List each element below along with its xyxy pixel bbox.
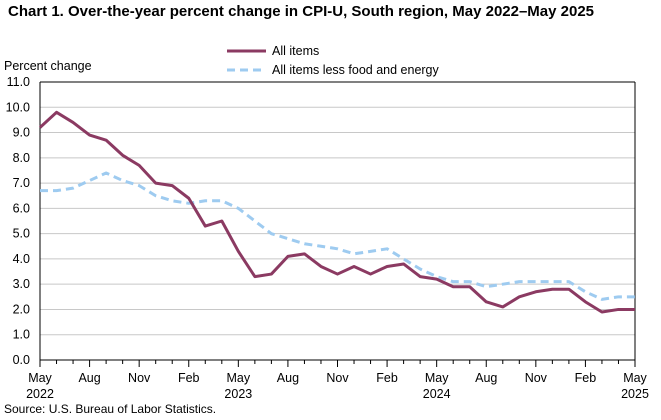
y-tick-label: 6.0: [13, 201, 30, 215]
y-tick-label: 10.0: [6, 100, 30, 114]
x-tick-label: Nov: [525, 371, 548, 385]
y-tick-label: 8.0: [13, 151, 30, 165]
chart-title: Chart 1. Over-the-year percent change in…: [8, 3, 595, 20]
y-tick-label: 4.0: [13, 252, 30, 266]
x-tick-label: Feb: [575, 371, 597, 385]
x-tick-label: May: [623, 371, 647, 385]
y-axis-ticks: 0.0 1.0 2.0 3.0 4.0 5.0 6.0 7.0 8.0 9.0 10.0 11.0: [6, 75, 30, 367]
gridlines: [40, 81, 635, 336]
x-axis-ticks: May 2022 Aug Nov Feb May 2023 Aug Nov Feb May 2024 A…: [26, 360, 649, 401]
x-tick-label: Nov: [326, 371, 349, 385]
x-tick-label: Aug: [277, 371, 299, 385]
y-tick-label: 11.0: [7, 75, 30, 89]
x-tick-year-label: 2024: [423, 387, 451, 401]
source-note: Source: U.S. Bureau of Labor Statistics.: [4, 402, 217, 416]
x-tick-year-label: 2025: [621, 387, 649, 401]
series-line-all-items: [38, 110, 635, 314]
x-tick-year-label: 2022: [26, 387, 54, 401]
legend-label: All items: [272, 44, 319, 58]
y-tick-label: 2.0: [13, 302, 30, 316]
y-tick-label: 9.0: [13, 126, 30, 140]
y-tick-label: 0.0: [13, 353, 30, 367]
x-tick-label: Feb: [178, 371, 200, 385]
x-tick-year-label: 2023: [224, 387, 252, 401]
legend: All items All items less food and energy: [227, 44, 440, 77]
series-line-core: [40, 171, 635, 301]
x-tick-label: May: [227, 371, 251, 385]
x-tick-label: Aug: [78, 371, 100, 385]
series-lines: [38, 110, 635, 314]
x-tick-label: May: [28, 371, 52, 385]
x-tick-label: Feb: [376, 371, 398, 385]
y-tick-label: 5.0: [13, 227, 30, 241]
x-tick-label: May: [425, 371, 449, 385]
legend-label: All items less food and energy: [272, 63, 440, 77]
x-tick-label: Nov: [128, 371, 151, 385]
y-tick-label: 7.0: [13, 176, 30, 190]
y-tick-label: 3.0: [13, 277, 30, 291]
x-tick-label: Aug: [475, 371, 497, 385]
y-tick-label: 1.0: [13, 328, 30, 342]
y-axis-label: Percent change: [4, 59, 92, 73]
axes: [39, 81, 636, 361]
